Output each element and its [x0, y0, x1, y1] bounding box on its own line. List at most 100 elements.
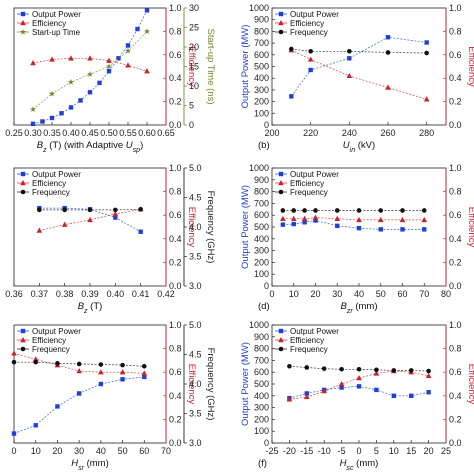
y2-tick-label: 0.2	[169, 257, 182, 267]
data-point	[87, 55, 93, 61]
x-axis-label-part: sp	[133, 147, 141, 154]
legend-entry: Output Power	[32, 327, 81, 336]
y2-tick-label: 1.0	[449, 320, 462, 330]
y3-tick-label: 5.0	[189, 320, 202, 330]
y3-tick-label: 3.0	[189, 438, 202, 448]
legend-entry: Frequency	[290, 345, 328, 354]
y2-tick-label: 0.0	[449, 281, 462, 291]
data-point	[378, 208, 384, 213]
legend-entry: Output Power	[32, 170, 81, 179]
data-point	[321, 388, 327, 394]
x-tick-label: 0.35	[43, 128, 61, 138]
data-point	[347, 48, 352, 54]
data-point	[374, 367, 379, 373]
series-efficiency	[288, 47, 430, 102]
series-output-power	[289, 35, 429, 99]
x-axis-label: Hsc (mm)	[340, 458, 379, 472]
data-point	[87, 207, 93, 213]
y2-tick-label: 0.0	[169, 438, 182, 448]
series-frequency	[37, 207, 143, 213]
data-point	[143, 28, 151, 34]
data-point	[373, 370, 380, 376]
data-point	[408, 368, 414, 373]
data-point	[144, 68, 150, 74]
panel-label: (b)	[258, 140, 270, 151]
x-tick-label: -10	[318, 446, 331, 456]
data-point	[68, 55, 74, 61]
data-point	[334, 208, 340, 213]
x-tick-label: 70	[419, 289, 429, 299]
y-tick-label: 200	[254, 257, 269, 267]
data-point	[356, 375, 362, 381]
legend-entry: Efficiency	[32, 179, 66, 188]
x-axis-label-part: )	[140, 140, 143, 151]
legend-marker	[20, 346, 26, 352]
legend-entry: Frequency	[32, 345, 70, 354]
series-efficiency	[280, 214, 428, 223]
y-tick-label: 400	[254, 73, 269, 83]
y3-tick-label: 3.5	[189, 409, 202, 419]
x-axis-label-part: (mm)	[84, 458, 109, 469]
data-point	[78, 98, 83, 103]
x-tick-label: 30	[332, 289, 342, 299]
y-tick-label: 100	[254, 108, 269, 118]
data-point	[378, 227, 383, 232]
series-frequency	[287, 364, 431, 374]
y2-axis-label: Efficiency	[186, 46, 197, 87]
data-point	[356, 366, 362, 372]
x-tick-label: 25	[441, 446, 451, 456]
y-tick-label: 500	[254, 62, 269, 72]
x-tick-label: 0.30	[24, 128, 42, 138]
data-point	[421, 216, 428, 223]
y-tick-label: 900	[254, 332, 269, 342]
x-axis-label: Bz (T)	[78, 301, 103, 315]
y2-tick-label: 0.4	[169, 234, 182, 244]
y3-tick-label: 0	[189, 120, 194, 130]
data-point	[106, 68, 112, 74]
x-axis-label-part: sr	[78, 465, 85, 472]
y3-tick-label: 3.5	[189, 252, 202, 262]
x-tick-label: 80	[441, 289, 451, 299]
x-tick-label: 0.39	[81, 289, 99, 299]
y2-tick-label: 1.0	[169, 163, 182, 173]
legend-entry: Efficiency	[32, 19, 66, 28]
x-tick-label: 0.60	[138, 128, 156, 138]
y2-axis-label: Efficiency	[466, 207, 474, 248]
legend-entry: Start-up Time	[32, 28, 81, 37]
data-point	[33, 423, 38, 428]
data-point	[29, 106, 37, 112]
legend-marker	[19, 28, 27, 35]
x-axis-label-part: (T) (with Adaptive	[47, 140, 126, 151]
y2-tick-label: 0.6	[169, 367, 182, 377]
data-point	[304, 365, 310, 370]
data-point	[105, 63, 113, 70]
data-point	[11, 350, 17, 356]
legend-marker	[278, 189, 284, 195]
data-point	[339, 385, 344, 390]
y-tick-label: 700	[254, 198, 269, 208]
data-point	[76, 368, 82, 374]
y2-tick-label: 1.0	[449, 3, 462, 13]
y2-tick-label: 0.8	[169, 187, 182, 197]
y-tick-label: 0	[264, 120, 269, 130]
y3-tick-label: 10	[189, 81, 199, 91]
legend-entry: Frequency	[290, 188, 328, 197]
series-start-up-time	[29, 28, 151, 112]
y2-tick-label: 0.6	[449, 50, 462, 60]
data-point	[313, 218, 318, 223]
data-point	[334, 215, 341, 221]
data-point	[409, 393, 414, 398]
y-tick-label: 500	[254, 222, 269, 232]
y2-tick-label: 1.0	[169, 3, 182, 13]
x-tick-label: 20	[310, 289, 320, 299]
data-point	[290, 215, 297, 221]
y2-tick-label: 0.2	[449, 257, 462, 267]
data-point	[37, 207, 42, 213]
data-point	[308, 48, 313, 54]
y-tick-label: 100	[254, 269, 269, 279]
y-axis-label: Output Power (MW)	[240, 25, 251, 109]
x-tick-label: 0.36	[5, 289, 23, 299]
data-point	[119, 369, 126, 375]
